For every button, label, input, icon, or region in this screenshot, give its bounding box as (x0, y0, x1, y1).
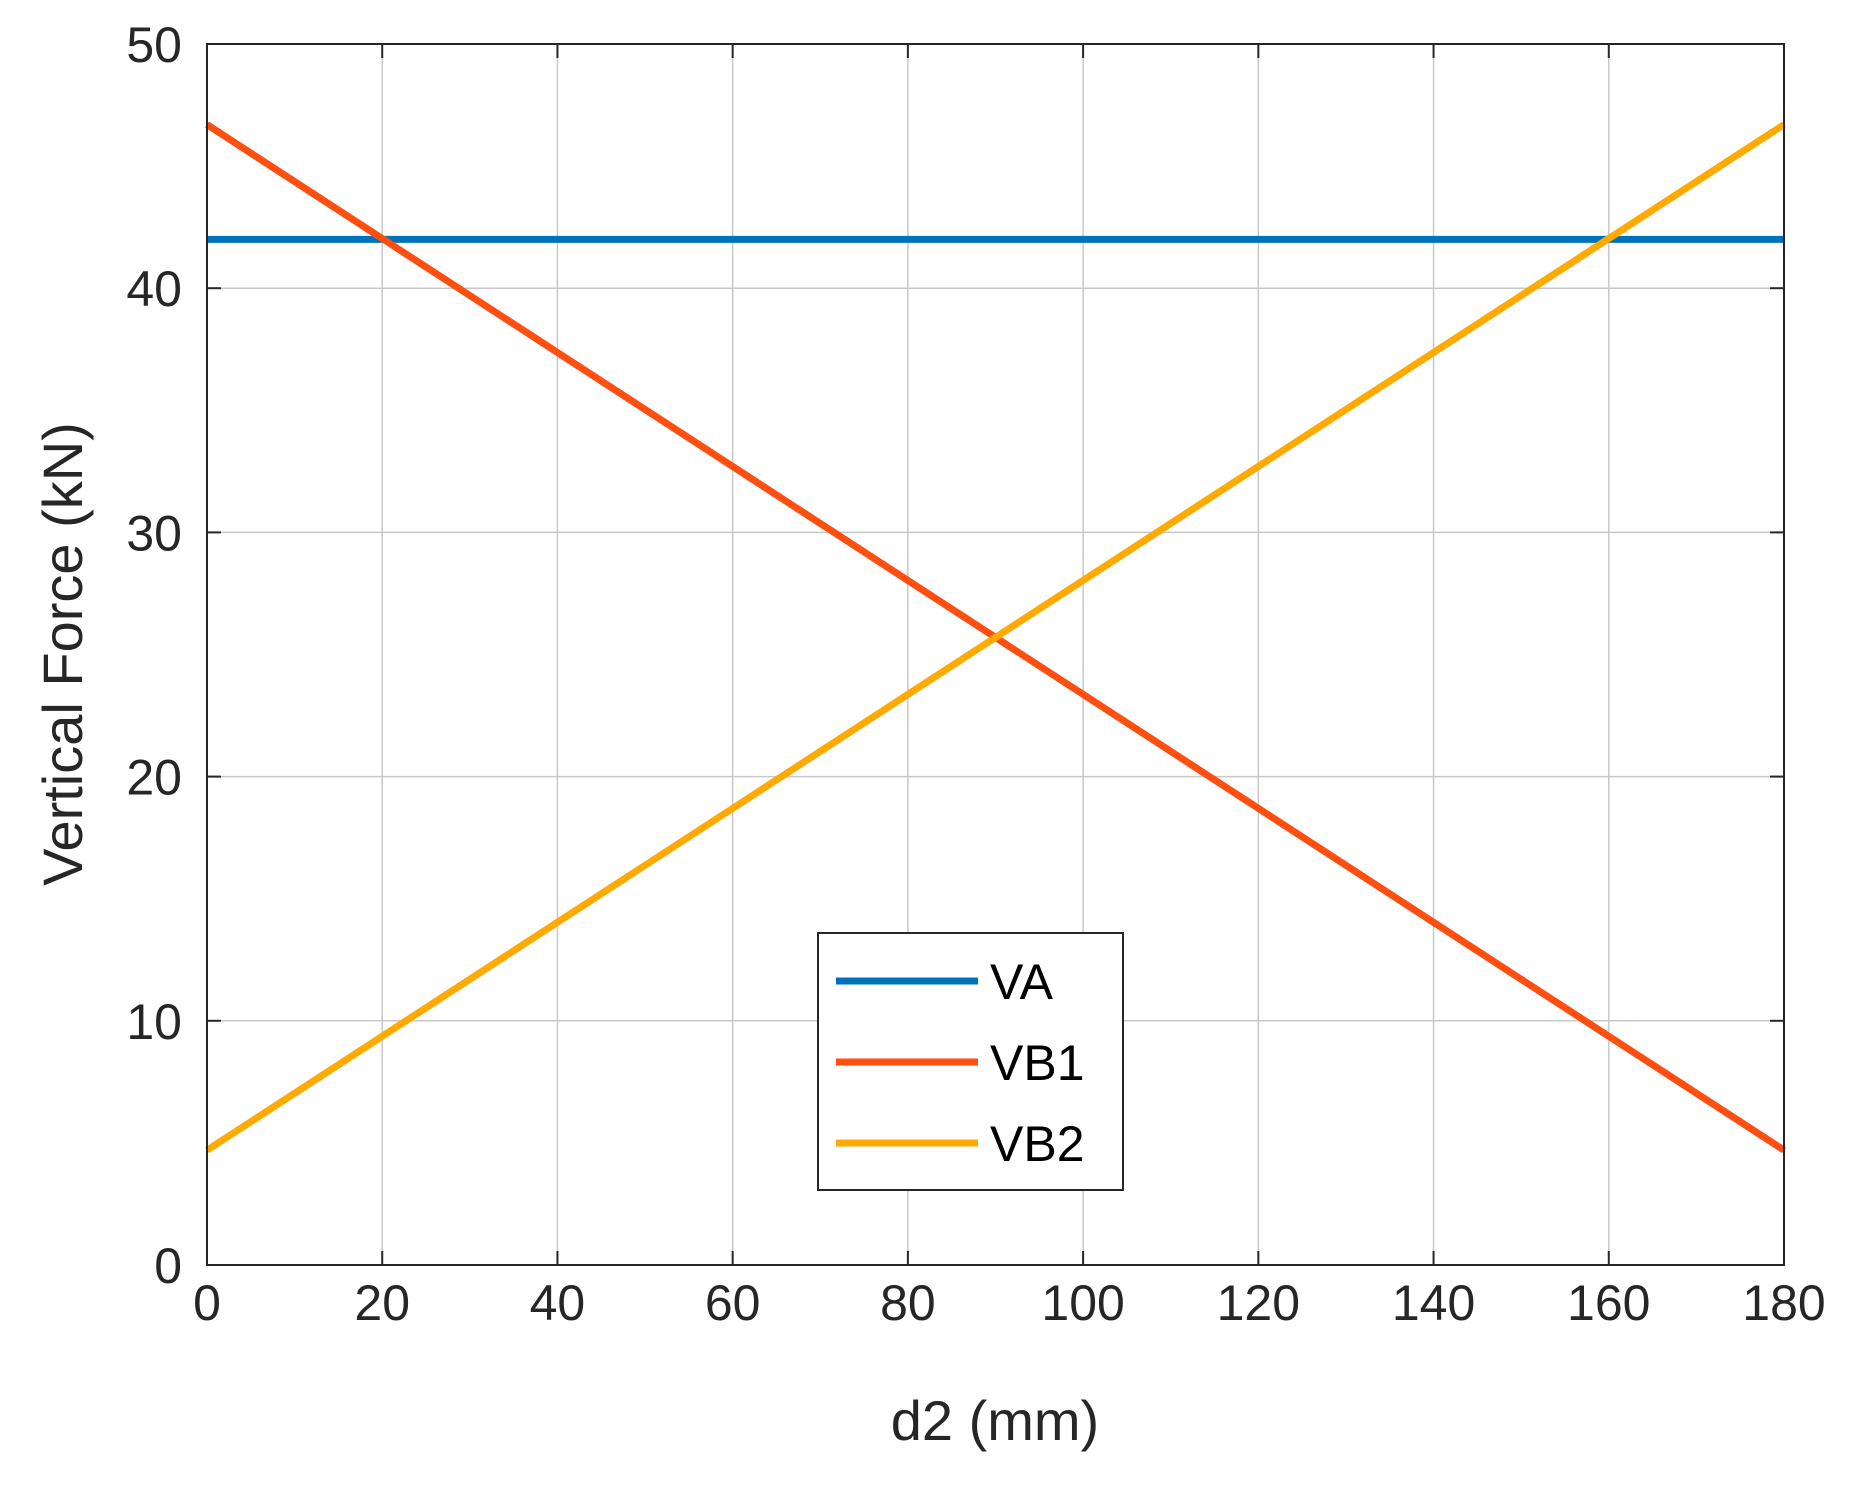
series-group (205, 121, 1786, 1154)
x-axis-label: d2 (mm) (891, 1389, 1099, 1452)
y-axis-label: Vertical Force (kN) (31, 422, 94, 886)
y-tick-label: 0 (154, 1238, 182, 1294)
legend-label-vb2: VB2 (990, 1116, 1085, 1172)
y-tick-label: 50 (126, 17, 182, 73)
x-tick-label: 40 (530, 1275, 586, 1331)
axes-box (206, 43, 1785, 1266)
ticks (206, 43, 1785, 1266)
x-tick-labels: 0 20 40 60 80 100 120 140 160 180 (193, 1275, 1826, 1331)
x-tick-label: 100 (1041, 1275, 1124, 1331)
x-tick-label: 160 (1567, 1275, 1650, 1331)
y-tick-label: 30 (126, 505, 182, 561)
x-tick-label: 140 (1392, 1275, 1475, 1331)
x-tick-label: 60 (705, 1275, 761, 1331)
series-line-vb2 (205, 121, 1786, 1154)
y-tick-label: 20 (126, 750, 182, 806)
x-tick-label: 80 (880, 1275, 936, 1331)
legend: VA VB1 VB2 (817, 932, 1124, 1191)
legend-label-vb1: VB1 (990, 1035, 1085, 1091)
x-tick-label: 0 (193, 1275, 221, 1331)
y-tick-labels: 0 10 20 30 40 50 (126, 17, 182, 1294)
x-tick-label: 180 (1742, 1275, 1825, 1331)
x-tick-label: 20 (354, 1275, 410, 1331)
y-tick-label: 10 (126, 994, 182, 1050)
legend-label-va: VA (990, 954, 1054, 1010)
x-tick-label: 120 (1217, 1275, 1300, 1331)
y-tick-label: 40 (126, 261, 182, 317)
